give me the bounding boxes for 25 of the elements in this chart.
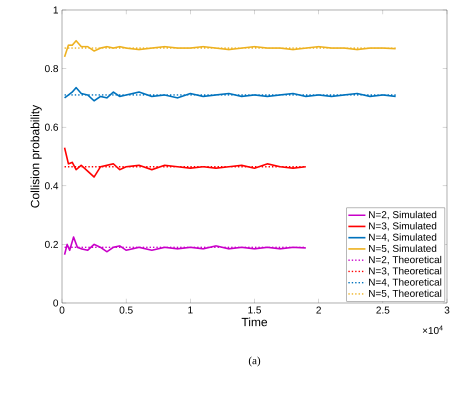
- x-tick-label: 0.5: [120, 306, 133, 314]
- y-tick-label: 0.2: [44, 240, 58, 248]
- x-tick-label: 3: [444, 306, 450, 314]
- legend-label: N=3, Theoretical: [369, 267, 442, 276]
- legend-label: N=2, Simulated: [369, 210, 436, 220]
- legend-label: N=5, Simulated: [369, 244, 436, 254]
- legend-label: N=4, Theoretical: [369, 278, 442, 287]
- legend-label: N=3, Simulated: [369, 222, 436, 231]
- y-axis-title: Collision probability: [30, 104, 42, 208]
- y-tick-label: 0.4: [44, 182, 58, 190]
- y-tick-label: 0.8: [44, 65, 58, 72]
- y-tick-label: 0: [53, 299, 58, 307]
- text: (a): [248, 356, 260, 366]
- x-tick-label: 0: [60, 306, 64, 314]
- x-tick-label: 1: [188, 306, 193, 314]
- y-tick-label: 1: [54, 6, 58, 14]
- x-tick-label: 2.5: [376, 306, 390, 314]
- legend-label: N=5, Theoretical: [369, 290, 442, 298]
- y-tick-label: 0.6: [44, 124, 58, 131]
- x-tick-label: 2: [316, 306, 321, 314]
- legend-label: N=2, Theoretical: [369, 256, 442, 264]
- x-tick-label: 1.5: [248, 306, 262, 314]
- text: ×10$^{4}$: [422, 326, 443, 334]
- x-axis-title: Time: [242, 317, 268, 326]
- legend-label: N=4, Simulated: [369, 233, 436, 242]
